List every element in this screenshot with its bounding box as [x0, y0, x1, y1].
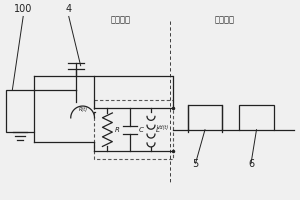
- Bar: [6, 90, 34, 132]
- Text: R: R: [114, 127, 119, 133]
- Text: 4: 4: [66, 4, 72, 14]
- Text: L: L: [156, 127, 160, 133]
- Bar: [94, 100, 173, 159]
- Text: 输出阶段: 输出阶段: [214, 15, 234, 24]
- Text: 6: 6: [248, 159, 254, 169]
- Bar: [239, 105, 274, 130]
- Text: Vd(t): Vd(t): [157, 125, 169, 130]
- Text: 100: 100: [14, 4, 32, 14]
- Text: 5: 5: [192, 159, 199, 169]
- Text: C: C: [139, 127, 144, 133]
- Text: R(t): R(t): [79, 107, 88, 112]
- Text: 输入阶段: 输入阶段: [110, 15, 130, 24]
- Bar: [188, 105, 222, 130]
